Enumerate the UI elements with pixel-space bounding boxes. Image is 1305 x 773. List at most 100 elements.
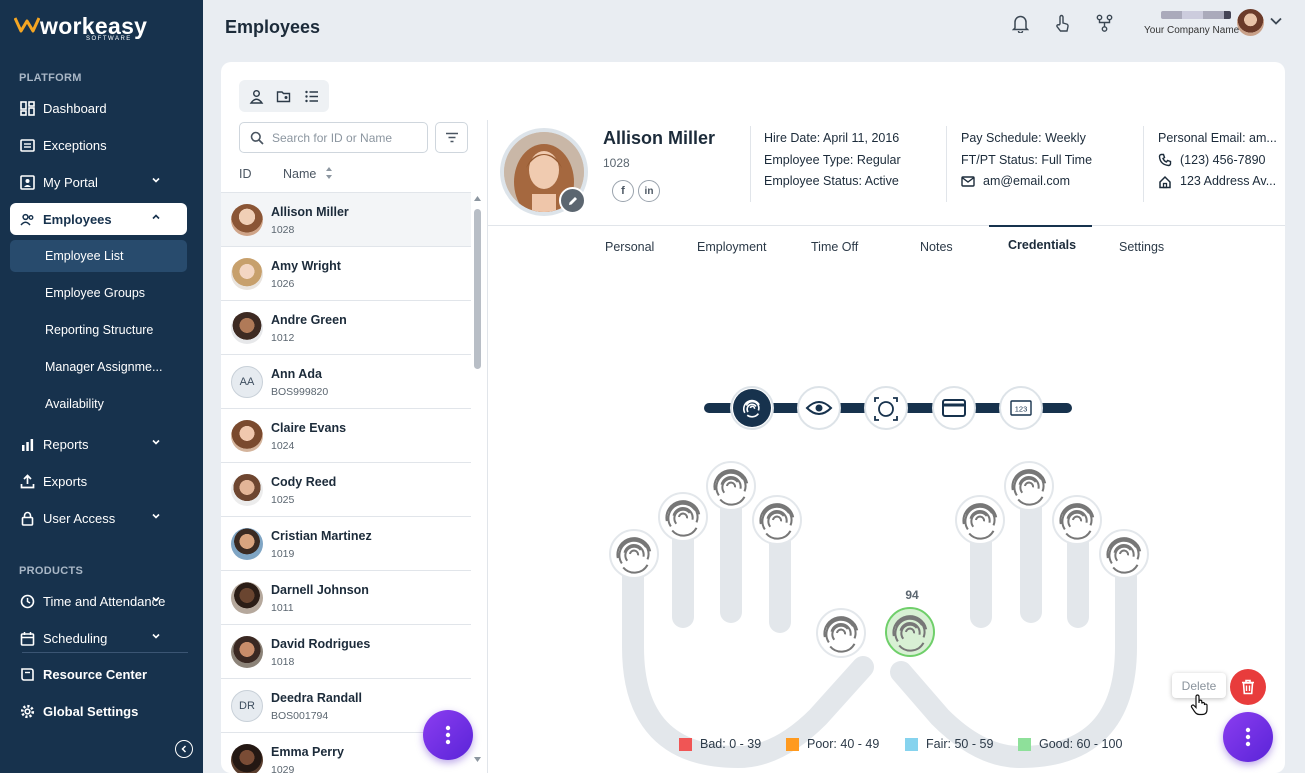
org-chart-icon[interactable] bbox=[1096, 14, 1113, 33]
list-item[interactable]: Darnell Johnson 1011 bbox=[221, 571, 471, 625]
subnav-employee-list[interactable]: Employee List bbox=[10, 240, 187, 272]
tab-notes[interactable]: Notes bbox=[920, 240, 953, 254]
right-hand-outline bbox=[890, 478, 1137, 768]
employee-id: 1024 bbox=[271, 440, 295, 452]
subnav-availability[interactable]: Availability bbox=[10, 388, 187, 420]
search-input[interactable]: Search for ID or Name bbox=[239, 122, 428, 153]
avatar bbox=[231, 528, 263, 560]
person-view-icon[interactable] bbox=[249, 89, 264, 104]
delete-button[interactable] bbox=[1230, 669, 1266, 705]
tab-personal[interactable]: Personal bbox=[605, 240, 655, 254]
nav-reports[interactable]: Reports bbox=[10, 428, 187, 460]
nav-exceptions[interactable]: Exceptions bbox=[10, 129, 187, 161]
touch-icon[interactable] bbox=[1054, 14, 1071, 33]
fingerprint-type-button[interactable] bbox=[730, 386, 774, 430]
svg-text:123: 123 bbox=[1015, 405, 1028, 414]
subnav-label: Employee Groups bbox=[45, 286, 146, 300]
scroll-down-arrow-icon[interactable] bbox=[473, 756, 482, 763]
nav-employees[interactable]: Employees bbox=[10, 203, 187, 235]
finger-right-index[interactable] bbox=[955, 495, 1005, 545]
card-type-button[interactable] bbox=[932, 386, 976, 430]
nav-label: Time and Attendance bbox=[43, 593, 166, 609]
nav-resource-center[interactable]: Resource Center bbox=[10, 658, 187, 690]
info-separator bbox=[750, 126, 751, 202]
list-item[interactable]: AA Ann Ada BOS999820 bbox=[221, 355, 471, 409]
list-item[interactable]: Claire Evans 1024 bbox=[221, 409, 471, 463]
list-actions-fab[interactable] bbox=[423, 710, 473, 760]
subnav-label: Manager Assignme... bbox=[45, 360, 163, 374]
list-scrollbar[interactable] bbox=[472, 192, 482, 773]
sidebar: workeasy SOFTWARE PLATFORM Dashboard Exc… bbox=[0, 0, 203, 773]
column-header-name[interactable]: Name bbox=[283, 167, 317, 181]
chevron-down-icon[interactable] bbox=[1269, 16, 1283, 26]
dashboard-icon bbox=[20, 100, 35, 116]
tab-time-off[interactable]: Time Off bbox=[811, 240, 859, 254]
bell-icon[interactable] bbox=[1012, 14, 1029, 33]
personal-email: Personal Email: am... bbox=[1158, 131, 1277, 145]
profile-id: 1028 bbox=[603, 156, 630, 170]
list-item[interactable]: Emma Perry 1029 bbox=[221, 733, 471, 773]
info-separator bbox=[1143, 126, 1144, 202]
subnav-manager-assignments[interactable]: Manager Assignme... bbox=[10, 351, 187, 383]
finger-right-middle[interactable] bbox=[1004, 461, 1054, 511]
linkedin-icon[interactable]: in bbox=[638, 180, 660, 202]
nav-user-access[interactable]: User Access bbox=[10, 502, 187, 534]
subnav-reporting-structure[interactable]: Reporting Structure bbox=[10, 314, 187, 346]
employee-name: Emma Perry bbox=[271, 745, 344, 759]
nav-label: Dashboard bbox=[43, 100, 107, 116]
workeasy-logo[interactable]: workeasy SOFTWARE bbox=[14, 14, 147, 42]
face-type-button[interactable] bbox=[864, 386, 908, 430]
list-item[interactable]: Cristian Martinez 1019 bbox=[221, 517, 471, 571]
folder-view-icon[interactable] bbox=[276, 89, 291, 104]
list-item[interactable]: Amy Wright 1026 bbox=[221, 247, 471, 301]
iris-type-button[interactable] bbox=[797, 386, 841, 430]
nav-dashboard[interactable]: Dashboard bbox=[10, 92, 187, 124]
pin-type-button[interactable]: 123 bbox=[999, 386, 1043, 430]
filter-button[interactable] bbox=[435, 122, 468, 153]
collapse-sidebar-button[interactable] bbox=[175, 740, 193, 758]
user-avatar[interactable] bbox=[1237, 9, 1264, 36]
nav-my-portal[interactable]: My Portal bbox=[10, 166, 187, 198]
phone[interactable]: (123) 456-7890 bbox=[1180, 152, 1266, 167]
subnav-employee-groups[interactable]: Employee Groups bbox=[10, 277, 187, 309]
products-section-label: PRODUCTS bbox=[19, 565, 84, 577]
list-item[interactable]: David Rodrigues 1018 bbox=[221, 625, 471, 679]
finger-left-pinky[interactable] bbox=[609, 529, 659, 579]
finger-left-index[interactable] bbox=[752, 495, 802, 545]
finger-left-ring[interactable] bbox=[658, 492, 708, 542]
finger-left-thumb[interactable] bbox=[816, 608, 866, 658]
nav-time-attendance[interactable]: Time and Attendance bbox=[10, 585, 187, 617]
employee-id: 1019 bbox=[271, 548, 295, 560]
nav-label: Exceptions bbox=[43, 137, 107, 153]
list-view-icon[interactable] bbox=[304, 89, 319, 104]
edit-photo-button[interactable] bbox=[559, 187, 586, 214]
list-item[interactable]: Allison Miller 1028 bbox=[221, 193, 471, 247]
list-item[interactable]: Cody Reed 1025 bbox=[221, 463, 471, 517]
finger-right-ring[interactable] bbox=[1052, 495, 1102, 545]
address-row: 123 Address Av... bbox=[1158, 171, 1284, 193]
scrollbar-thumb[interactable] bbox=[474, 209, 481, 369]
tab-settings[interactable]: Settings bbox=[1119, 240, 1165, 254]
work-email-row: am@email.com bbox=[961, 171, 1141, 193]
finger-right-thumb[interactable] bbox=[885, 607, 935, 657]
tab-employment[interactable]: Employment bbox=[697, 240, 767, 254]
finger-right-pinky[interactable] bbox=[1099, 529, 1149, 579]
work-email[interactable]: am@email.com bbox=[983, 174, 1071, 188]
column-header-id[interactable]: ID bbox=[239, 167, 252, 181]
facebook-icon[interactable]: f bbox=[612, 180, 634, 202]
nav-scheduling[interactable]: Scheduling bbox=[10, 622, 187, 654]
finger-left-middle[interactable] bbox=[706, 461, 756, 511]
nav-exports[interactable]: Exports bbox=[10, 465, 187, 497]
profile-actions-fab[interactable] bbox=[1223, 712, 1273, 762]
legend-label: Poor: bbox=[807, 737, 837, 751]
sort-icon[interactable] bbox=[325, 166, 333, 180]
employee-name: Allison Miller bbox=[271, 205, 349, 219]
nav-global-settings[interactable]: Global Settings bbox=[10, 695, 187, 727]
list-item[interactable]: DR Deedra Randall BOS001794 bbox=[221, 679, 471, 733]
subnav-label: Availability bbox=[45, 397, 104, 411]
chevron-down-icon bbox=[152, 439, 160, 445]
scroll-up-arrow-icon[interactable] bbox=[473, 195, 482, 202]
list-item[interactable]: Andre Green 1012 bbox=[221, 301, 471, 355]
legend-range: 50 - 59 bbox=[954, 737, 994, 751]
tab-credentials[interactable]: Credentials bbox=[1008, 238, 1077, 252]
